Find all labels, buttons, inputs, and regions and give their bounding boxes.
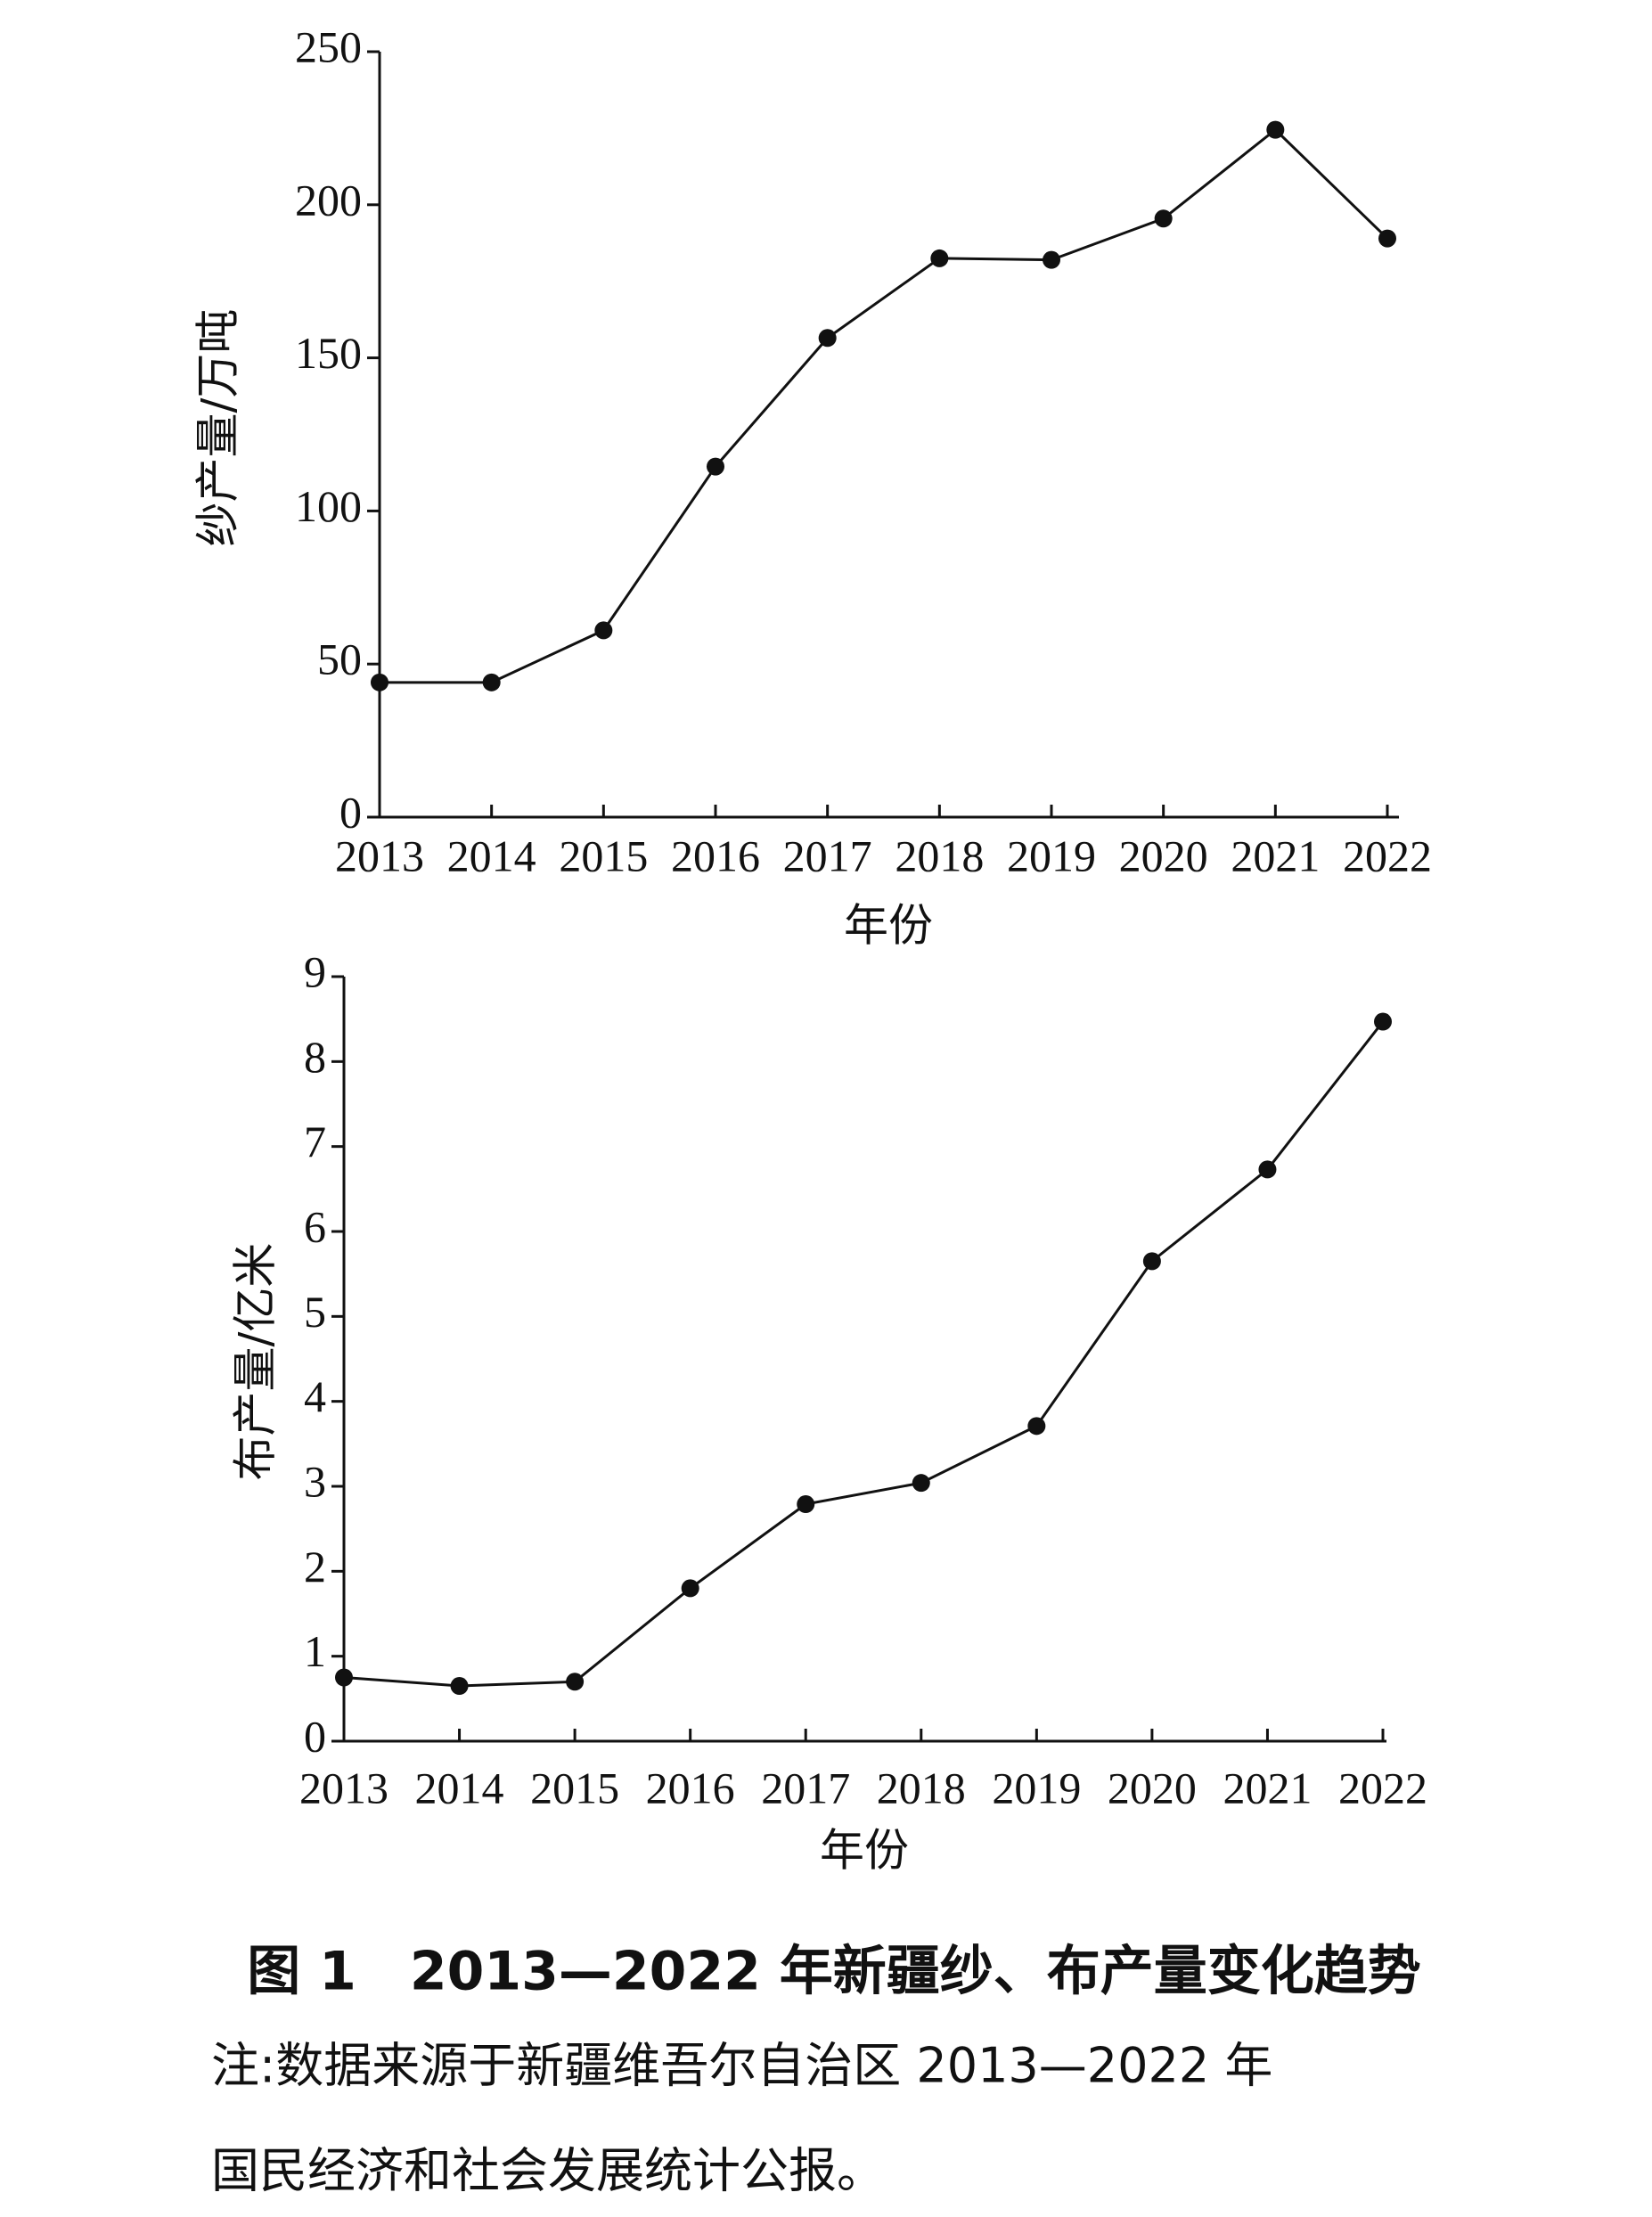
note-line: 国民经济和社会发展统计公报。	[211, 2143, 885, 2199]
y-axis-label: 纱产量/万吨	[192, 309, 244, 547]
x-tick-label: 2015	[559, 830, 648, 880]
y-tick-label: 8	[304, 1032, 326, 1082]
y-tick-label: 7	[304, 1117, 326, 1166]
data-point	[1266, 120, 1285, 139]
x-tick-label: 2014	[415, 1763, 504, 1812]
data-point	[930, 249, 949, 267]
data-point	[1142, 1252, 1161, 1271]
x-tick-label: 2013	[335, 830, 424, 880]
note-line: 注:数据来源于新疆维吾尔自治区 2013—2022 年	[211, 2038, 1272, 2094]
data-line	[380, 127, 1389, 684]
y-tick-label: 200	[295, 175, 362, 225]
y-tick-label: 4	[304, 1371, 326, 1421]
y-tick-label: 0	[339, 787, 362, 837]
y-tick-label: 0	[304, 1711, 326, 1761]
x-tick-label: 2020	[1108, 1763, 1197, 1812]
caption: 图 1 2013—2022 年新疆纱、布产量变化趋势	[247, 1941, 1421, 2003]
y-tick-label: 100	[295, 481, 362, 531]
x-tick-label: 2021	[1223, 1763, 1312, 1812]
data-point	[335, 1668, 353, 1687]
data-point	[1258, 1160, 1277, 1179]
x-tick-label: 2017	[783, 830, 872, 880]
data-point	[818, 329, 837, 348]
x-tick-label: 2019	[992, 1763, 1081, 1812]
data-point	[482, 673, 501, 691]
x-tick-label: 2014	[447, 830, 536, 880]
data-point	[1027, 1417, 1046, 1436]
x-tick-label: 2015	[530, 1763, 619, 1812]
data-point	[1043, 250, 1060, 269]
y-tick-label: 150	[295, 328, 362, 378]
data-point	[707, 457, 724, 476]
x-tick-label: 2021	[1231, 830, 1320, 880]
y-tick-label: 50	[317, 634, 362, 684]
data-point	[594, 621, 613, 640]
x-tick-label: 2016	[646, 1763, 735, 1812]
data-point	[371, 673, 388, 691]
x-tick-label: 2016	[671, 830, 760, 880]
y-tick-label: 6	[304, 1201, 326, 1251]
x-tick-label: 2020	[1119, 830, 1208, 880]
x-tick-label: 2019	[1007, 830, 1096, 880]
x-tick-label: 2018	[895, 830, 984, 880]
data-line	[343, 1020, 1385, 1688]
y-tick-label: 5	[304, 1287, 326, 1337]
data-point	[912, 1474, 930, 1493]
y-tick-label: 250	[295, 21, 362, 71]
data-point	[1378, 229, 1396, 248]
data-point	[450, 1677, 469, 1696]
x-tick-label: 2017	[761, 1763, 850, 1812]
y-tick-label: 2	[304, 1542, 326, 1591]
y-tick-label: 3	[304, 1456, 326, 1506]
x-axis-label: 年份	[820, 1825, 909, 1877]
data-point	[681, 1579, 699, 1598]
y-tick-label: 9	[304, 946, 326, 996]
data-point	[1374, 1012, 1392, 1031]
data-point	[1154, 209, 1173, 228]
data-point	[566, 1673, 585, 1691]
x-tick-label: 2018	[877, 1763, 966, 1812]
x-tick-label: 2013	[299, 1763, 388, 1812]
y-axis-label: 布产量/亿米	[230, 1243, 282, 1481]
x-tick-label: 2022	[1343, 830, 1432, 880]
x-axis-label: 年份	[844, 900, 933, 952]
x-tick-label: 2022	[1338, 1763, 1427, 1812]
data-point	[797, 1495, 815, 1514]
y-tick-label: 1	[304, 1626, 326, 1676]
